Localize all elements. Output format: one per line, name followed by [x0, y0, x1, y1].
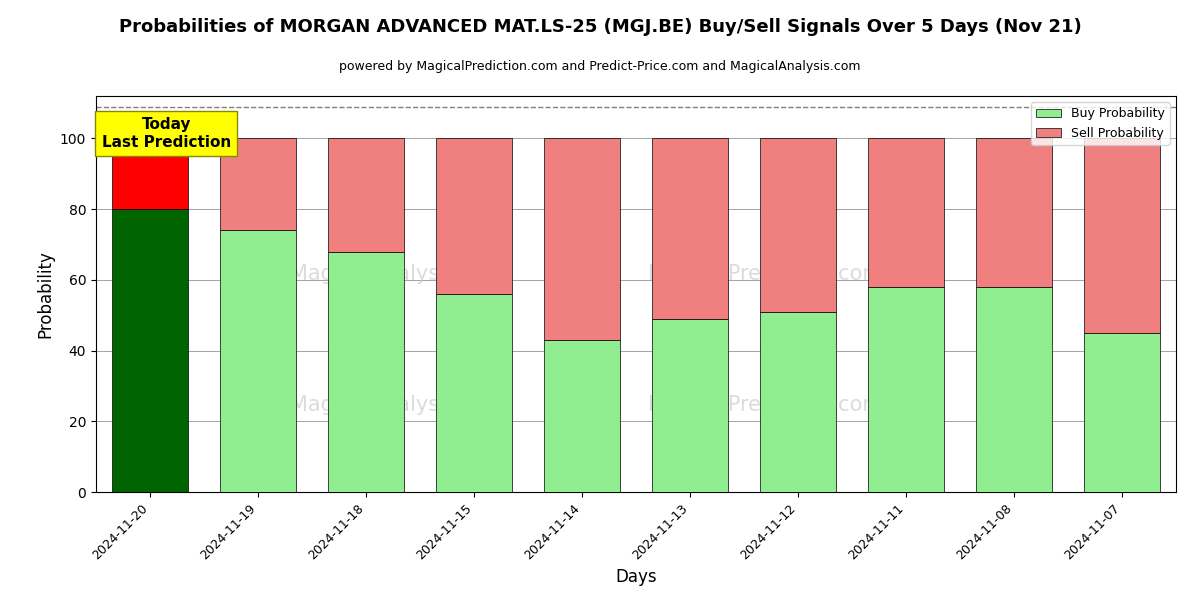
- Bar: [977, 287, 1051, 492]
- Bar: [545, 340, 619, 492]
- Bar: [545, 139, 619, 340]
- Bar: [761, 139, 836, 311]
- Bar: [221, 139, 296, 230]
- Bar: [437, 139, 512, 294]
- Bar: [653, 319, 728, 492]
- Bar: [329, 139, 403, 251]
- Bar: [221, 230, 296, 492]
- Bar: [869, 139, 944, 287]
- Bar: [653, 139, 728, 319]
- Bar: [1085, 139, 1159, 333]
- Legend: Buy Probability, Sell Probability: Buy Probability, Sell Probability: [1031, 102, 1170, 145]
- Text: MagicalPrediction.com: MagicalPrediction.com: [648, 395, 883, 415]
- Text: powered by MagicalPrediction.com and Predict-Price.com and MagicalAnalysis.com: powered by MagicalPrediction.com and Pre…: [340, 60, 860, 73]
- Text: Today
Last Prediction: Today Last Prediction: [102, 117, 230, 149]
- Bar: [437, 294, 512, 492]
- Bar: [113, 209, 188, 492]
- Text: MagicalPrediction.com: MagicalPrediction.com: [648, 264, 883, 284]
- Bar: [977, 139, 1051, 287]
- Bar: [1085, 333, 1159, 492]
- Bar: [113, 139, 188, 209]
- X-axis label: Days: Days: [616, 568, 656, 586]
- Bar: [329, 251, 403, 492]
- Text: MagicalAnalysis.com: MagicalAnalysis.com: [290, 395, 506, 415]
- Bar: [761, 311, 836, 492]
- Bar: [869, 287, 944, 492]
- Text: MagicalAnalysis.com: MagicalAnalysis.com: [290, 264, 506, 284]
- Y-axis label: Probability: Probability: [36, 250, 54, 338]
- Text: Probabilities of MORGAN ADVANCED MAT.LS-25 (MGJ.BE) Buy/Sell Signals Over 5 Days: Probabilities of MORGAN ADVANCED MAT.LS-…: [119, 18, 1081, 36]
